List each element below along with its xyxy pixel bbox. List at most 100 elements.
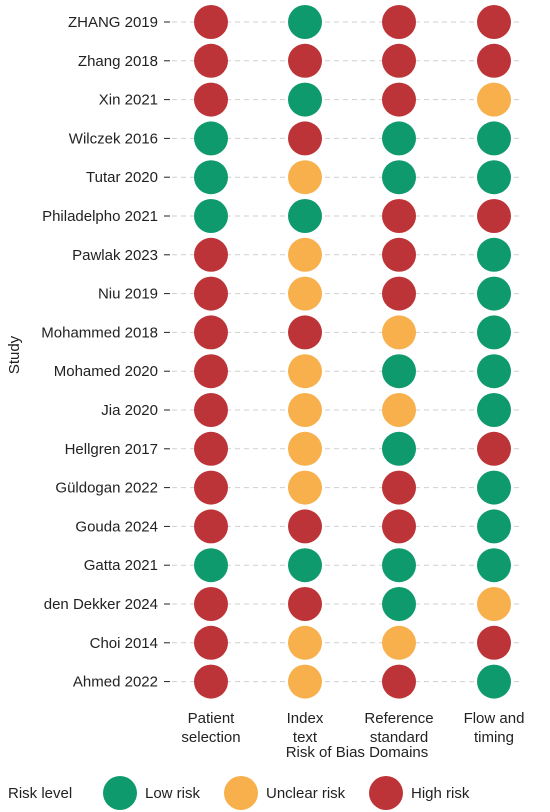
study-label: Choi 2014 [90, 635, 158, 652]
study-label: Pawlak 2023 [72, 247, 158, 264]
legend-label: Low risk [145, 785, 201, 802]
rating-dot-high [194, 625, 228, 660]
rating-dot-high [194, 276, 228, 311]
rating-dot-high [382, 664, 416, 699]
rating-dot-high [194, 470, 228, 505]
rating-dot-high [194, 393, 228, 427]
rating-dot-low [288, 5, 322, 39]
rating-dot-high [477, 5, 511, 39]
rating-dot-low [477, 393, 511, 427]
rating-dot-high [288, 509, 322, 544]
rating-dot-low [477, 160, 511, 195]
rating-dot-low [288, 199, 322, 233]
rating-dot-unclear [288, 625, 322, 660]
rating-dot-unclear [477, 82, 511, 117]
study-label: Philadelpho 2021 [42, 208, 158, 225]
legend-swatch-unclear [224, 776, 258, 810]
rating-dot-unclear [382, 625, 416, 660]
rating-dot-high [194, 315, 228, 350]
domain-label: timing [474, 729, 514, 746]
study-label: Ahmed 2022 [73, 674, 158, 691]
rating-dot-high [288, 587, 322, 621]
study-label: Zhang 2018 [78, 53, 158, 70]
rating-dot-unclear [288, 160, 322, 195]
rating-dot-low [477, 315, 511, 350]
rating-dot-low [382, 160, 416, 195]
rating-dot-high [382, 43, 416, 78]
legend-swatch-high [369, 776, 403, 810]
rating-dot-unclear [477, 587, 511, 621]
rating-dot-low [477, 470, 511, 505]
rating-dot-high [477, 43, 511, 78]
study-label: den Dekker 2024 [44, 596, 158, 613]
domain-label: selection [181, 729, 240, 746]
study-label: Jia 2020 [101, 402, 158, 419]
study-label: Wilczek 2016 [69, 130, 158, 147]
domain-label: Reference [364, 710, 433, 727]
domain-label: text [293, 729, 318, 746]
legend-label: Unclear risk [266, 785, 346, 802]
legend-items: Low risk Unclear risk High risk [103, 776, 470, 810]
study-labels: ZHANG 2019 Zhang 2018 Xin 2021 Wilczek 2016… [41, 14, 158, 691]
grid-lines [164, 21, 520, 683]
study-label: Mohamed 2020 [54, 363, 158, 380]
rating-dot-low [194, 199, 228, 233]
rating-dot-low [194, 548, 228, 583]
rating-dot-unclear [288, 393, 322, 427]
legend-title: Risk level [8, 785, 72, 802]
study-label: Hellgren 2017 [65, 441, 158, 458]
rating-dot-high [382, 5, 416, 39]
rating-dot-high [194, 237, 228, 272]
rating-dot-high [194, 587, 228, 621]
rating-dot-unclear [288, 354, 322, 389]
rating-dot-unclear [288, 664, 322, 699]
study-label: Gatta 2021 [84, 557, 158, 574]
rating-dot-low [477, 548, 511, 583]
domain-label: Index [287, 710, 324, 727]
rating-dot-high [477, 431, 511, 466]
x-axis-title: Risk of Bias Domains [286, 744, 429, 761]
legend-swatch-low [103, 776, 137, 810]
rating-dot-low [288, 548, 322, 583]
rating-dot-unclear [288, 237, 322, 272]
rating-dot-low [194, 121, 228, 156]
rating-dot-unclear [382, 315, 416, 350]
rating-dot-high [194, 664, 228, 699]
rating-dot-unclear [382, 393, 416, 427]
rating-dot-low [477, 237, 511, 272]
rating-dot-low [194, 160, 228, 195]
domain-label: Flow and [464, 710, 525, 727]
rating-dot-low [382, 121, 416, 156]
rating-dot-high [288, 315, 322, 350]
rating-dot-low [288, 82, 322, 117]
rating-dot-low [382, 431, 416, 466]
study-label: Mohammed 2018 [41, 324, 158, 341]
domain-label: Patient [188, 710, 236, 727]
rating-dot-high [194, 431, 228, 466]
rating-dot-high [194, 509, 228, 544]
rating-dot-unclear [288, 470, 322, 505]
rating-dot-high [194, 43, 228, 78]
rating-dot-high [382, 82, 416, 117]
rating-dot-high [382, 470, 416, 505]
rating-dot-high [477, 625, 511, 660]
rating-dot-low [382, 587, 416, 621]
study-label: Xin 2021 [99, 92, 158, 109]
rating-dot-low [477, 121, 511, 156]
rating-dot-high [194, 82, 228, 117]
domain-label: standard [370, 729, 428, 746]
rating-dot-high [288, 43, 322, 78]
study-label: ZHANG 2019 [68, 14, 158, 31]
rating-dots [194, 5, 511, 699]
rating-dot-low [477, 276, 511, 311]
study-label: Tutar 2020 [86, 169, 158, 186]
rating-dot-low [477, 509, 511, 544]
rating-dot-high [194, 354, 228, 389]
rating-dot-high [288, 121, 322, 156]
rating-dot-high [382, 199, 416, 233]
study-label: Güldogan 2022 [55, 480, 158, 497]
domain-labels: Patient selection Index text Reference standa… [181, 710, 524, 746]
study-label: Gouda 2024 [75, 518, 158, 535]
rating-dot-high [382, 509, 416, 544]
